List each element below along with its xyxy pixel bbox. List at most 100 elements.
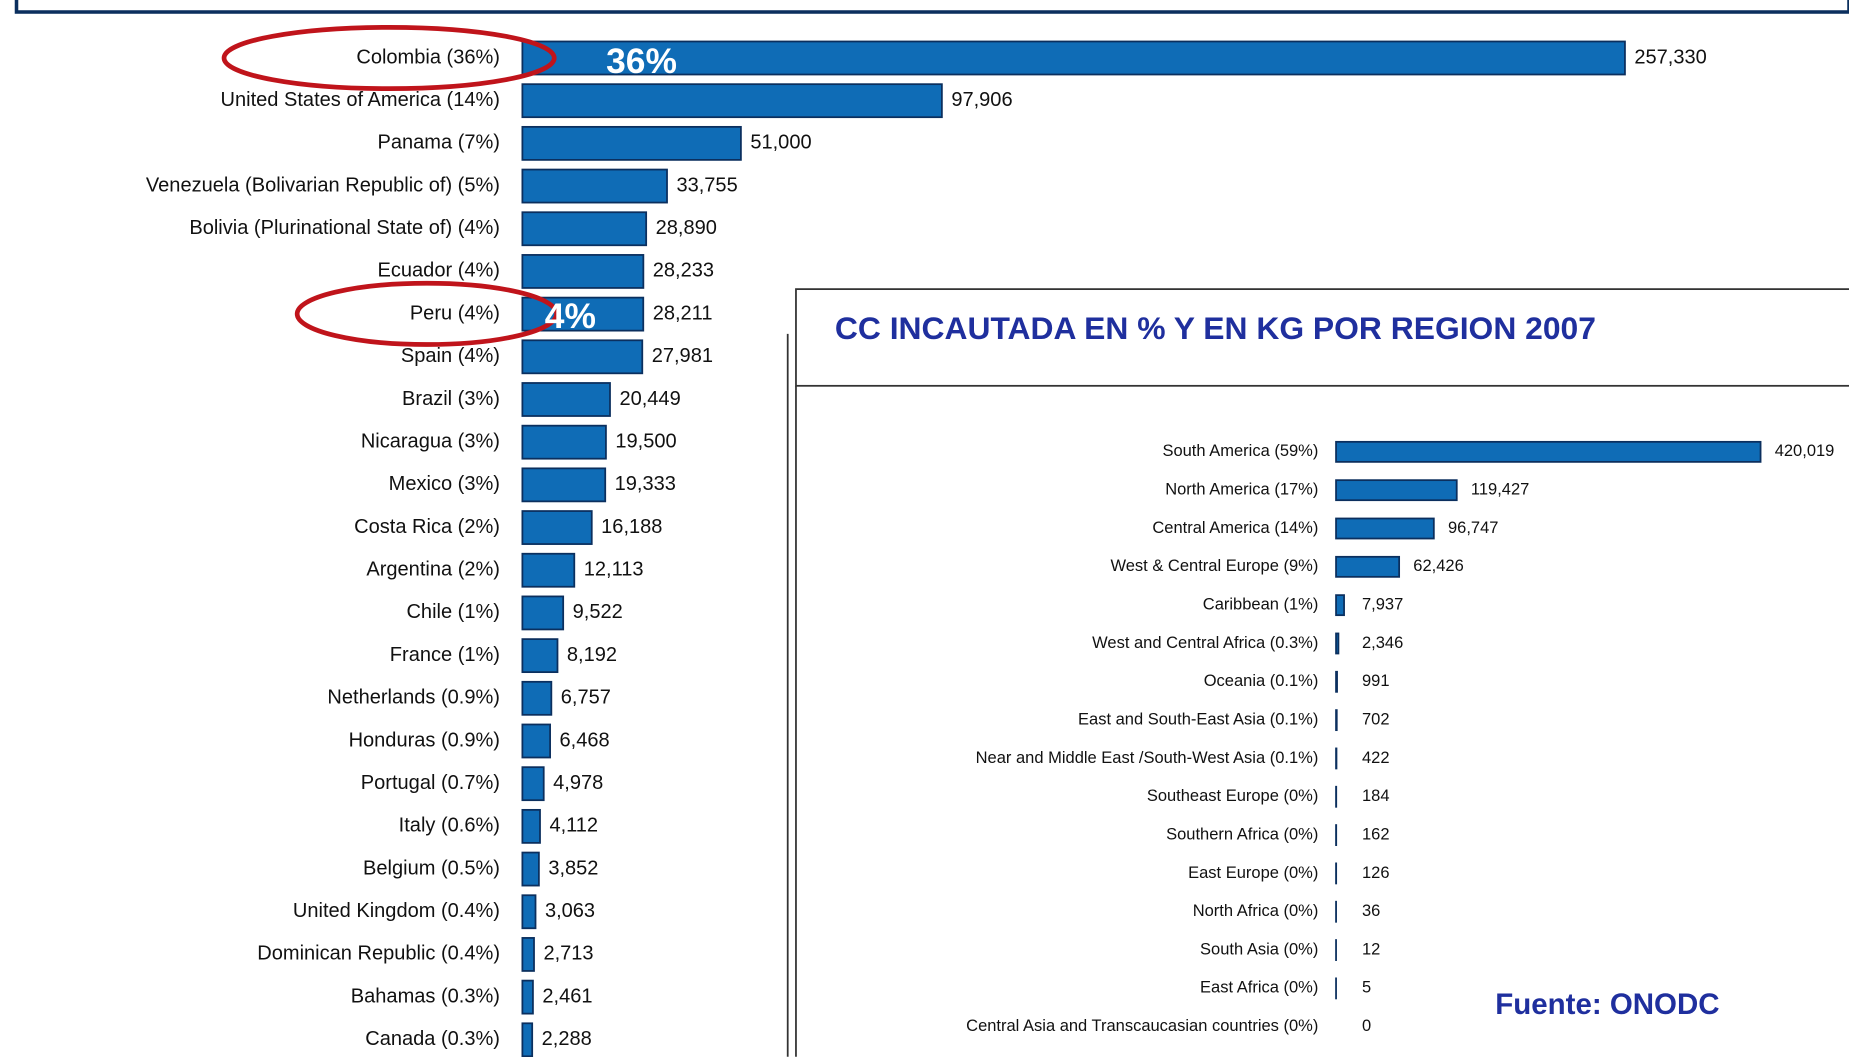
value-label: 3,852: [548, 857, 598, 879]
value-label: 2,346: [1362, 634, 1403, 652]
bar: [521, 339, 644, 375]
category-label: Italy (0.6%): [399, 815, 500, 837]
bar: [521, 1022, 534, 1057]
value-label: 257,330: [1634, 46, 1706, 68]
bar: [521, 766, 545, 802]
bar: [521, 851, 540, 887]
value-label: 36: [1362, 902, 1380, 920]
category-label: North Africa (0%): [1193, 902, 1319, 920]
bar: [521, 40, 1626, 76]
category-label: Portugal (0.7%): [361, 772, 500, 794]
bar: [521, 510, 593, 545]
value-label: 19,500: [615, 430, 676, 452]
category-label: Oceania (0.1%): [1204, 672, 1319, 690]
value-label: 5: [1362, 979, 1371, 997]
category-label: South Asia (0%): [1200, 940, 1318, 958]
chart-title: CC INCAUTADA EN % Y EN KG POR REGION 200…: [835, 310, 1596, 346]
category-label: Honduras (0.9%): [349, 729, 500, 751]
value-label: 7,937: [1362, 596, 1403, 614]
value-label: 27,981: [652, 345, 713, 367]
category-label: Chile (1%): [406, 601, 500, 623]
category-label: France (1%): [390, 644, 500, 666]
value-label: 12,113: [584, 559, 644, 581]
value-label: 33,755: [676, 174, 737, 196]
category-label: Belgium (0.5%): [363, 857, 500, 879]
value-label: 2,461: [542, 985, 592, 1007]
category-label: Panama (7%): [378, 132, 500, 154]
value-label: 16,188: [601, 516, 662, 538]
bar: [1335, 555, 1401, 578]
value-label: 422: [1362, 749, 1390, 767]
value-label: 991: [1362, 672, 1390, 690]
value-label: 6,468: [560, 729, 610, 751]
category-label: Canada (0.3%): [365, 1028, 500, 1050]
bar: [1335, 517, 1435, 540]
category-label: East Europe (0%): [1188, 864, 1318, 882]
highlight: [294, 280, 559, 347]
value-label: 8,192: [567, 644, 617, 666]
bar: [521, 125, 742, 161]
category-label: Mexico (3%): [389, 473, 500, 495]
annotation: 4%: [545, 297, 596, 336]
value-label: 0: [1362, 1017, 1371, 1035]
bar: [521, 382, 611, 417]
value-label: 28,211: [653, 302, 713, 324]
value-label: 4,112: [549, 815, 598, 837]
category-label: Central Asia and Transcaucasian countrie…: [966, 1017, 1318, 1035]
category-label: Near and Middle East /South-West Asia (0…: [976, 749, 1319, 767]
bar: [521, 552, 576, 588]
value-label: 184: [1362, 787, 1390, 805]
bar: [521, 723, 551, 759]
value-label: 96,747: [1448, 519, 1498, 537]
bar: [521, 211, 648, 247]
bar: [521, 83, 943, 119]
category-label: United Kingdom (0.4%): [293, 900, 500, 922]
value-label: 126: [1362, 864, 1390, 882]
category-label: Dominican Republic (0.4%): [257, 943, 500, 965]
value-label: 702: [1362, 710, 1390, 728]
source: Fuente: ONODC: [1495, 988, 1719, 1021]
bar: [521, 168, 668, 204]
bar: [1335, 594, 1345, 617]
bar: [521, 467, 607, 503]
category-label: Bahamas (0.3%): [351, 985, 500, 1007]
category-label: Caribbean (1%): [1203, 596, 1319, 614]
title-box: [795, 288, 1849, 387]
bar: [521, 254, 645, 289]
annotation: 36%: [606, 42, 677, 81]
category-label: South America (59%): [1162, 442, 1318, 460]
value-label: 51,000: [750, 132, 811, 154]
bar: [1335, 709, 1338, 732]
value-label: 119,427: [1471, 481, 1529, 499]
category-label: Central America (14%): [1152, 519, 1318, 537]
value-label: 3,063: [545, 900, 595, 922]
value-label: 12: [1362, 940, 1380, 958]
value-label: 6,757: [561, 687, 611, 709]
value-label: 97,906: [951, 89, 1012, 111]
bar: [521, 937, 535, 972]
bar: [521, 595, 565, 631]
value-label: 19,333: [615, 473, 676, 495]
value-label: 2,713: [543, 943, 593, 965]
category-label: Argentina (2%): [366, 559, 500, 581]
category-label: Nicaragua (3%): [361, 430, 500, 452]
category-label: West and Central Africa (0.3%): [1092, 634, 1318, 652]
value-label: 4,978: [553, 772, 603, 794]
bar: [521, 894, 537, 930]
value-label: 9,522: [573, 601, 623, 623]
value-label: 62,426: [1413, 557, 1463, 575]
category-label: United States of America (14%): [221, 89, 500, 111]
category-label: Colombia (36%): [356, 46, 500, 68]
value-label: 28,233: [653, 260, 714, 282]
value-label: 28,890: [656, 217, 717, 239]
category-label: Brazil (3%): [402, 388, 500, 410]
bar: [521, 296, 645, 332]
bar: [521, 424, 607, 460]
category-label: Bolivia (Plurinational State of) (4%): [189, 217, 500, 239]
value-label: 2,288: [542, 1028, 592, 1050]
bar: [521, 979, 534, 1015]
bar: [521, 680, 553, 716]
bar: [1335, 440, 1762, 463]
